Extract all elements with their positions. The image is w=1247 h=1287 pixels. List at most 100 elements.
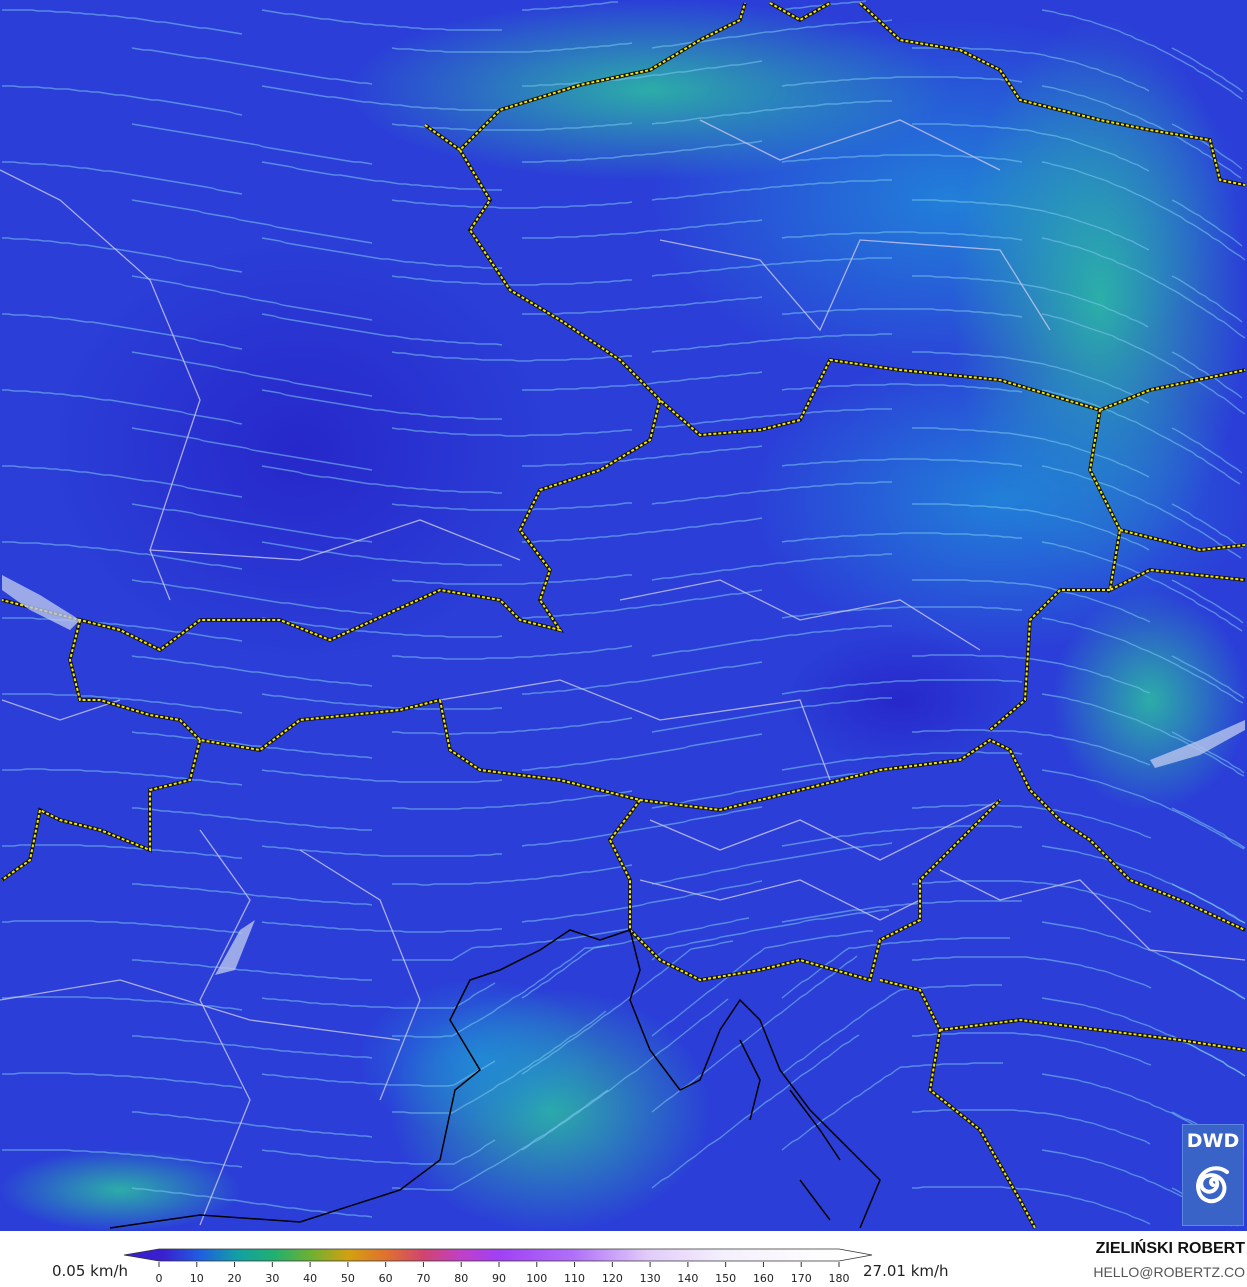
colorbar-tick-label: 70 xyxy=(416,1272,431,1285)
streamline xyxy=(651,697,892,733)
colorbar xyxy=(123,1248,873,1267)
streamline xyxy=(2,1149,243,1168)
streamline xyxy=(261,85,502,111)
streamline xyxy=(912,880,1152,913)
streamline xyxy=(1171,959,1246,1000)
streamline xyxy=(131,503,373,543)
streamline xyxy=(651,553,892,581)
streamline xyxy=(522,661,763,695)
streamline xyxy=(261,389,502,420)
streamline xyxy=(2,161,243,195)
streamline xyxy=(261,1060,496,1087)
streamline xyxy=(651,1034,860,1189)
credit-name: ZIELIŃSKI ROBERT xyxy=(1095,1240,1245,1257)
streamline xyxy=(651,625,892,657)
streamline xyxy=(781,458,1023,467)
colorbar-min-label: 0.05 km/h xyxy=(52,1262,129,1280)
streamline xyxy=(781,984,1002,1075)
streamline xyxy=(392,864,633,886)
colorbar-tick-label: 110 xyxy=(564,1272,586,1285)
wind-map xyxy=(0,0,1247,1231)
streamline xyxy=(131,655,373,687)
streamline xyxy=(1171,199,1243,247)
streamline xyxy=(651,909,889,961)
streamline xyxy=(912,654,1151,694)
streamline xyxy=(651,769,892,809)
streamline xyxy=(2,768,243,786)
streamline xyxy=(522,140,763,163)
streamline xyxy=(261,465,502,494)
spiral-icon xyxy=(1196,1166,1229,1204)
streamline xyxy=(391,502,632,511)
streamline xyxy=(651,100,892,125)
streamline xyxy=(261,845,502,857)
colorbar-gradient xyxy=(123,1248,873,1262)
streamline xyxy=(912,729,1151,766)
colorbar-tick-label: 160 xyxy=(752,1272,774,1285)
streamline xyxy=(2,617,243,642)
colorbar-max-label: 27.01 km/h xyxy=(863,1262,949,1280)
streamline xyxy=(781,154,1023,163)
streamline xyxy=(261,9,502,31)
streamline xyxy=(521,917,750,999)
streamline xyxy=(522,589,763,619)
streamline xyxy=(392,944,610,1038)
streamline xyxy=(1171,47,1244,93)
streamline xyxy=(2,9,243,35)
streamline xyxy=(392,790,633,810)
streamline xyxy=(131,275,373,321)
streamline xyxy=(1041,465,1242,559)
streamline xyxy=(781,900,1022,923)
streamline xyxy=(392,717,633,735)
streamline xyxy=(131,199,373,244)
colorbar-tick-label: 60 xyxy=(378,1272,393,1285)
streamline xyxy=(1041,313,1246,415)
streamline xyxy=(782,308,1023,318)
streamline xyxy=(2,313,243,350)
streamline xyxy=(1171,123,1243,170)
streamline xyxy=(1171,579,1244,624)
streamline xyxy=(781,679,1023,695)
streamline xyxy=(391,122,633,131)
credit-email[interactable]: HELLO@ROBERTZ.CO xyxy=(1093,1264,1245,1280)
streamline xyxy=(261,982,496,1009)
streamline xyxy=(261,237,502,269)
streamline xyxy=(912,579,1151,623)
colorbar-tick-label: 150 xyxy=(715,1272,737,1285)
streamline xyxy=(781,76,1023,87)
colorbar-tick-label: 120 xyxy=(601,1272,623,1285)
colorbar-tick-label: 170 xyxy=(790,1272,812,1285)
streamline xyxy=(131,1187,373,1218)
streamline xyxy=(1171,807,1246,849)
streamline xyxy=(392,1010,607,1114)
streamline xyxy=(651,842,893,885)
streamline xyxy=(132,959,372,981)
streamline xyxy=(261,617,503,638)
streamline xyxy=(1171,883,1246,924)
streamlines xyxy=(2,0,1246,1227)
streamline xyxy=(131,731,373,759)
colorbar-tick-label: 100 xyxy=(526,1272,548,1285)
colorbar-tick-label: 140 xyxy=(677,1272,699,1285)
streamline xyxy=(781,383,1023,393)
streamline xyxy=(1171,731,1245,774)
streamline xyxy=(391,574,632,585)
streamline xyxy=(1041,237,1246,339)
streamline xyxy=(132,807,372,831)
streamline xyxy=(132,1111,373,1138)
streamline xyxy=(261,921,502,933)
colorbar-tick-label: 80 xyxy=(454,1272,469,1285)
streamline xyxy=(392,1089,609,1191)
streamline xyxy=(1041,693,1245,777)
streamline xyxy=(1171,655,1245,699)
streamline xyxy=(781,825,1022,847)
streamline xyxy=(912,427,1150,478)
streamline xyxy=(912,1186,1151,1225)
colorbar-tick-label: 10 xyxy=(189,1272,204,1285)
streamline xyxy=(1171,351,1243,399)
dwd-logo-text: DWD xyxy=(1186,1130,1240,1152)
streamline xyxy=(1041,389,1241,485)
streamline xyxy=(1041,85,1242,179)
wind-speed-field xyxy=(0,0,1247,1231)
streamline xyxy=(2,237,243,273)
